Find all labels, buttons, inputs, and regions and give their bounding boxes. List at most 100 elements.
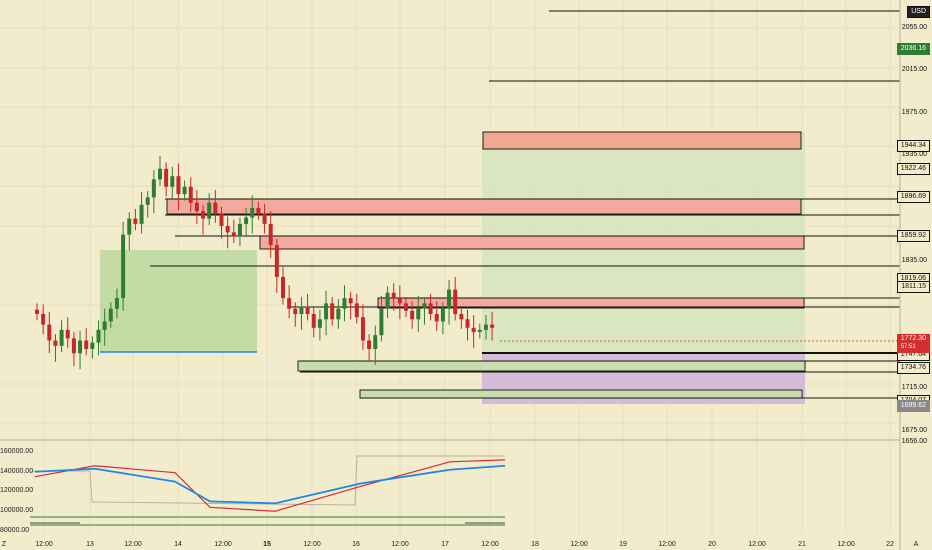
candle-body: [274, 245, 279, 277]
candle-body: [428, 303, 433, 314]
candle-body: [71, 338, 76, 354]
supply-zone-2[interactable]: [259, 235, 805, 250]
time-label: 12:00: [124, 541, 142, 548]
candle-body: [213, 202, 218, 214]
candle-body: [164, 168, 169, 187]
candle-body: [281, 276, 285, 299]
candle-body: [53, 340, 58, 346]
demand-zone-1[interactable]: [297, 360, 806, 372]
candle-body: [471, 327, 476, 333]
rally-fill-area: [100, 250, 257, 352]
candle-body: [490, 324, 495, 328]
time-label: 12:00: [837, 541, 855, 548]
candle-body: [47, 324, 52, 341]
candle-body: [268, 223, 273, 246]
time-label: 20: [708, 541, 716, 548]
price-label: 1935.00: [901, 151, 927, 158]
candle-body: [330, 303, 335, 320]
candle-body: [256, 207, 261, 214]
candle-body: [158, 168, 162, 180]
demand-zone-2[interactable]: [359, 389, 803, 399]
candle-body: [139, 204, 144, 224]
candle-body: [102, 321, 107, 330]
candle-body: [194, 202, 199, 212]
candle-body: [59, 329, 64, 346]
candle-body: [225, 226, 230, 233]
candle-body: [440, 308, 445, 322]
candle-body: [354, 303, 359, 318]
price-label: 2055.00: [901, 24, 927, 31]
time-label: 12:00: [303, 541, 321, 548]
candle-body: [90, 342, 95, 349]
candle-body: [133, 218, 138, 224]
candle-body: [244, 217, 249, 224]
time-label: 12:00: [214, 541, 232, 548]
candle-body: [447, 289, 452, 309]
osc-red-line: [34, 459, 506, 512]
time-label: 22: [886, 541, 894, 548]
candle-body: [262, 213, 267, 224]
oscillator-label: 100000.00: [0, 507, 34, 514]
price-label: 1859.92: [896, 230, 930, 242]
candle-body: [483, 324, 488, 330]
candle-body: [219, 213, 224, 227]
oscillator-pane: [30, 455, 506, 526]
candle-body: [231, 232, 236, 237]
osc-blue-line: [34, 464, 506, 505]
candle-body: [170, 176, 175, 187]
time-label: 12:00: [35, 541, 53, 548]
price-label: USD: [907, 6, 930, 18]
candle-body: [410, 310, 415, 320]
candle-body: [404, 303, 408, 311]
price-label: 1922.46: [896, 163, 930, 175]
candle-body: [299, 306, 304, 314]
candle-body: [108, 308, 113, 322]
candle-body: [397, 298, 402, 304]
candle-body: [453, 289, 458, 314]
price-label: 1656.00: [901, 438, 927, 445]
current-price-label: 1772.30 57:51: [896, 334, 930, 353]
price-label: 1699.62: [896, 400, 930, 412]
price-label: 1896.69: [896, 191, 930, 203]
supply-zone-top[interactable]: [482, 131, 802, 150]
time-label: 21: [798, 541, 806, 548]
candle-body: [324, 303, 329, 320]
candle-body: [127, 218, 132, 235]
price-label: 1944.34: [896, 140, 930, 152]
candle-body: [84, 340, 89, 349]
candle-body: [96, 329, 101, 343]
time-label: A: [913, 541, 919, 548]
time-label: 17: [441, 541, 449, 548]
candle-body: [336, 308, 341, 320]
price-label: 1675.00: [901, 427, 927, 434]
candle-body: [41, 313, 46, 325]
candle-body: [145, 197, 150, 205]
time-label: 19: [619, 541, 627, 548]
candle-body: [477, 329, 482, 333]
candle-body: [305, 306, 310, 314]
candle-body: [188, 186, 193, 203]
candlesticks: [35, 156, 495, 370]
candle-body: [65, 329, 70, 339]
candle-body: [367, 340, 372, 349]
candle-body: [121, 234, 126, 299]
candle-body: [459, 313, 464, 320]
oscillator-label: 140000.00: [0, 468, 34, 475]
candle-body: [434, 313, 439, 322]
candle-body: [114, 298, 119, 309]
supply-zone-1[interactable]: [166, 198, 802, 215]
candle-body: [176, 176, 181, 195]
price-label: 2036.16: [896, 43, 930, 55]
candle-body: [293, 308, 298, 314]
price-label: 1715.00: [901, 384, 927, 391]
candle-body: [311, 313, 316, 328]
price-label: 1975.00: [901, 109, 927, 116]
candle-body: [78, 340, 83, 354]
candle-body: [287, 298, 292, 309]
price-label: 2015.00: [901, 66, 927, 73]
candle-body: [237, 223, 242, 237]
candle-body: [182, 186, 187, 195]
time-label: 18: [531, 541, 539, 548]
